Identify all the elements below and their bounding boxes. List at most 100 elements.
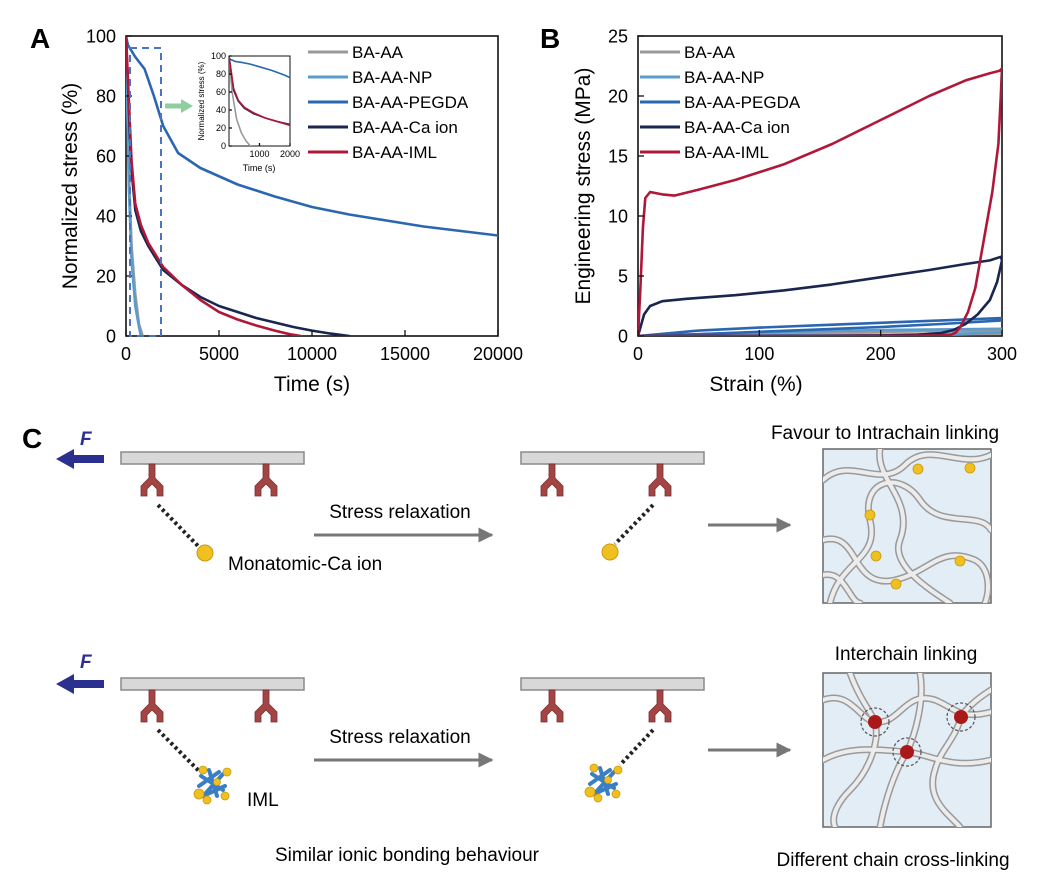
ticks-b: 0 100 200 300 0 5 10 15 20 25 [608, 26, 1017, 364]
crosslink-halo [946, 702, 976, 732]
legend-label-ba-aa-np: BA-AA-NP [684, 68, 764, 87]
series-line-ba-aa-np [126, 36, 143, 336]
inset-x-label: Time (s) [243, 163, 276, 173]
legend-a: BA-AA BA-AA-NP BA-AA-PEGDA BA-AA-Ca ion BA-A… [308, 43, 469, 162]
legend-label-ba-aa: BA-AA [352, 43, 404, 62]
legend-label-ba-aa-iml: BA-AA-IML [684, 143, 769, 162]
y-tick-label: 0 [221, 141, 226, 151]
series-line-ba-aa [229, 56, 252, 146]
panel-letter-c: C [22, 423, 42, 454]
series-group-b [638, 67, 1002, 336]
y-tick-label: 20 [96, 266, 116, 286]
x-tick-label: 0 [121, 344, 131, 364]
chain-network-interchain [823, 673, 991, 827]
substrate-bar-row1-right [520, 451, 705, 465]
y-tick-label: 0 [618, 326, 628, 346]
y-tick-label: 80 [96, 86, 116, 106]
force-arrow-icon [56, 674, 104, 694]
legend-label-ba-aa-iml: BA-AA-IML [352, 143, 437, 162]
series-line-ba-aa-pegda [126, 36, 498, 237]
x-tick-label: 5000 [199, 344, 239, 364]
intrachain-title: Favour to Intrachain linking [771, 423, 999, 444]
legend-label-ba-aa-ca-ion: BA-AA-Ca ion [352, 118, 458, 137]
monatomic-label: Monatomic-Ca ion [228, 554, 382, 575]
iml-ions [584, 763, 623, 803]
substrate-bar-row2-left [120, 677, 305, 691]
y-tick-label: 60 [96, 146, 116, 166]
y-axis-label-a: Normalized stress (%) [59, 83, 82, 290]
anchor-linker-icon [140, 463, 164, 497]
legend-label-ba-aa: BA-AA [684, 43, 736, 62]
x-tick-label: 300 [987, 344, 1017, 364]
inset-ticks: 1000 2000 0 20 40 60 80 100 [211, 51, 300, 159]
ca-ion-cluster [864, 462, 976, 590]
ca-ion-icon [196, 544, 214, 562]
y-tick-label: 15 [608, 146, 628, 166]
anchor-group-row1-right [540, 463, 672, 497]
inset-chart: 1000 2000 0 20 40 60 80 100 Time (s) Normalized… [197, 51, 300, 173]
ca-ion [890, 578, 902, 590]
y-tick-label: 20 [608, 86, 628, 106]
x-tick-label: 1000 [249, 149, 269, 159]
y-tick-label: 0 [106, 326, 116, 346]
inset-y-label: Normalized stress (%) [197, 61, 206, 140]
anchor-linker-icon [648, 689, 672, 723]
anchor-linker-icon [540, 463, 564, 497]
anchor-linker-icon [254, 689, 278, 723]
force-arrow-icon [56, 449, 104, 469]
force-label: F [80, 429, 93, 450]
x-tick-label: 10000 [287, 344, 337, 364]
ca-ion [964, 462, 976, 474]
ca-ion [870, 550, 882, 562]
x-axis-label-b: Strain (%) [709, 373, 802, 396]
y-tick-label: 10 [608, 206, 628, 226]
legend-b: BA-AA BA-AA-NP BA-AA-PEGDA BA-AA-Ca ion BA-A… [640, 43, 801, 162]
crosslink-node [868, 715, 882, 729]
different-caption: Different chain cross-linking [776, 850, 1009, 871]
legend-label-ba-aa-ca-ion: BA-AA-Ca ion [684, 118, 790, 137]
ionic-bond-row1-left [156, 503, 202, 550]
anchor-group-row1-left [140, 463, 278, 497]
anchor-linker-icon [254, 463, 278, 497]
polymer-chain-cores [823, 449, 991, 603]
anchor-group-row2-left [140, 689, 278, 723]
x-tick-label: 200 [866, 344, 896, 364]
legend-label-ba-aa-pegda: BA-AA-PEGDA [684, 93, 801, 112]
ca-ion [954, 555, 966, 567]
iml-label: IML [247, 790, 279, 811]
ionic-bond-row2-right [618, 728, 655, 767]
ca-ion [864, 509, 876, 521]
anchor-linker-icon [540, 689, 564, 723]
force-arrow-row2: F [56, 652, 104, 694]
x-tick-label: 0 [633, 344, 643, 364]
inset-series-group [229, 56, 290, 146]
substrate-bar-row2-right [520, 677, 705, 691]
y-tick-label: 40 [96, 206, 116, 226]
x-tick-label: 20000 [473, 344, 523, 364]
crosslink-halo [892, 737, 922, 767]
ionic-bond-row2-left [156, 728, 202, 774]
x-tick-label: 2000 [280, 149, 300, 159]
plot-frame-a [125, 35, 499, 337]
crosslink-node [900, 745, 914, 759]
stress-relaxation-label-row2: Stress relaxation [329, 727, 471, 748]
similar-caption: Similar ionic bonding behaviour [275, 845, 540, 866]
y-tick-label: 20 [216, 123, 226, 133]
y-axis-label-b: Engineering stress (MPa) [572, 68, 595, 305]
legend-label-ba-aa-pegda: BA-AA-PEGDA [352, 93, 469, 112]
crosslink-nodes [860, 702, 976, 767]
crosslink-halo [860, 707, 890, 737]
y-tick-label: 5 [618, 266, 628, 286]
anchor-group-row2-right [540, 689, 672, 723]
ionic-bond-row1-right [613, 503, 655, 546]
force-label-row2: F [80, 652, 93, 673]
substrate-bar-row1-left [120, 451, 305, 465]
x-tick-label: 100 [744, 344, 774, 364]
series-line-ba-aa-pegda [638, 316, 1002, 336]
iml-rods [588, 766, 618, 796]
y-tick-label: 100 [211, 51, 226, 61]
ca-ion-icon-relaxed [601, 543, 619, 561]
iml-ions [193, 765, 232, 805]
